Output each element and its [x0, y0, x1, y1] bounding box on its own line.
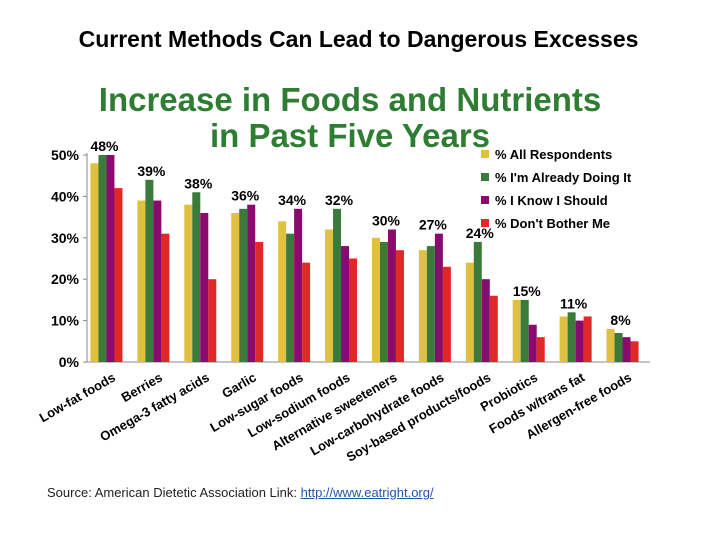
data-label: 38%: [184, 175, 213, 191]
bar: [387, 229, 396, 362]
bar: [583, 316, 592, 362]
bar: [434, 233, 443, 362]
bar: [575, 320, 584, 362]
bar: [536, 337, 545, 362]
bar: [184, 204, 193, 362]
y-tick-label: 20%: [51, 271, 80, 287]
bar: [395, 250, 404, 362]
bar: [161, 233, 170, 362]
bar: [622, 337, 631, 362]
y-tick-label: 40%: [51, 188, 80, 204]
bar: [349, 258, 358, 362]
chart-title-line1: Increase in Foods and Nutrients: [98, 81, 602, 118]
bar: [247, 204, 256, 362]
legend-label: % All Respondents: [495, 147, 612, 162]
bar: [418, 250, 427, 362]
data-label: 27%: [419, 217, 448, 233]
source-text: Source: American Dietetic Association Li…: [47, 485, 298, 500]
data-label: 36%: [231, 188, 260, 204]
legend-swatch: [481, 219, 489, 227]
bar: [473, 241, 482, 362]
bar: [114, 188, 123, 362]
bar: [106, 155, 115, 362]
legend-swatch: [481, 173, 489, 181]
bar: [255, 241, 264, 362]
bar: [90, 163, 99, 362]
bar: [512, 299, 521, 362]
bar: [559, 316, 568, 362]
chart-title-line2: in Past Five Years: [209, 117, 491, 154]
bar: [379, 241, 388, 362]
bar: [465, 262, 474, 362]
slide-title: Current Methods Can Lead to Dangerous Ex…: [78, 26, 639, 52]
legend-label: % I'm Already Doing It: [495, 170, 632, 185]
bar: [145, 179, 154, 362]
data-label: 8%: [610, 312, 631, 328]
bar: [278, 221, 287, 362]
data-label: 32%: [325, 192, 354, 208]
data-label: 24%: [466, 225, 495, 241]
bar: [528, 324, 537, 362]
data-label: 30%: [372, 213, 401, 229]
bar: [520, 299, 529, 362]
data-label: 15%: [513, 283, 542, 299]
legend-label: % I Know I Should: [495, 193, 608, 208]
bar: [442, 266, 451, 362]
bar: [333, 208, 342, 362]
y-tick-label: 0%: [59, 354, 80, 370]
bar: [200, 212, 209, 362]
bar: [341, 246, 350, 362]
bar: [630, 341, 639, 362]
bar: [239, 208, 248, 362]
bar: [489, 295, 498, 362]
data-label: 11%: [560, 295, 588, 311]
data-label: 34%: [278, 192, 307, 208]
x-tick-label: Low-fat foods: [37, 370, 118, 426]
y-tick-label: 30%: [51, 230, 80, 246]
bar: [286, 233, 295, 362]
bar: [302, 262, 311, 362]
bar: [192, 192, 201, 362]
y-tick-label: 50%: [51, 147, 80, 163]
bar: [208, 279, 217, 362]
bar: [606, 328, 615, 362]
legend-swatch: [481, 150, 489, 158]
y-tick-label: 10%: [51, 313, 80, 329]
chart-title: Increase in Foods and Nutrients in Past …: [60, 82, 640, 154]
bar: [614, 333, 623, 362]
legend-label: % Don't Bother Me: [495, 216, 610, 231]
bar: [567, 312, 576, 362]
bar: [481, 279, 490, 362]
bar: [231, 212, 240, 362]
data-label: 48%: [90, 138, 119, 154]
bar: [371, 237, 380, 362]
bar: [294, 208, 303, 362]
bar: [153, 200, 162, 362]
bar: [137, 200, 146, 362]
data-label: 39%: [137, 163, 166, 179]
source-line: Source: American Dietetic Association Li…: [47, 485, 434, 500]
source-link[interactable]: http://www.eatright.org/: [300, 485, 434, 500]
bar: [426, 246, 435, 362]
legend-swatch: [481, 196, 489, 204]
bar: [98, 155, 107, 362]
bar: [325, 229, 334, 362]
